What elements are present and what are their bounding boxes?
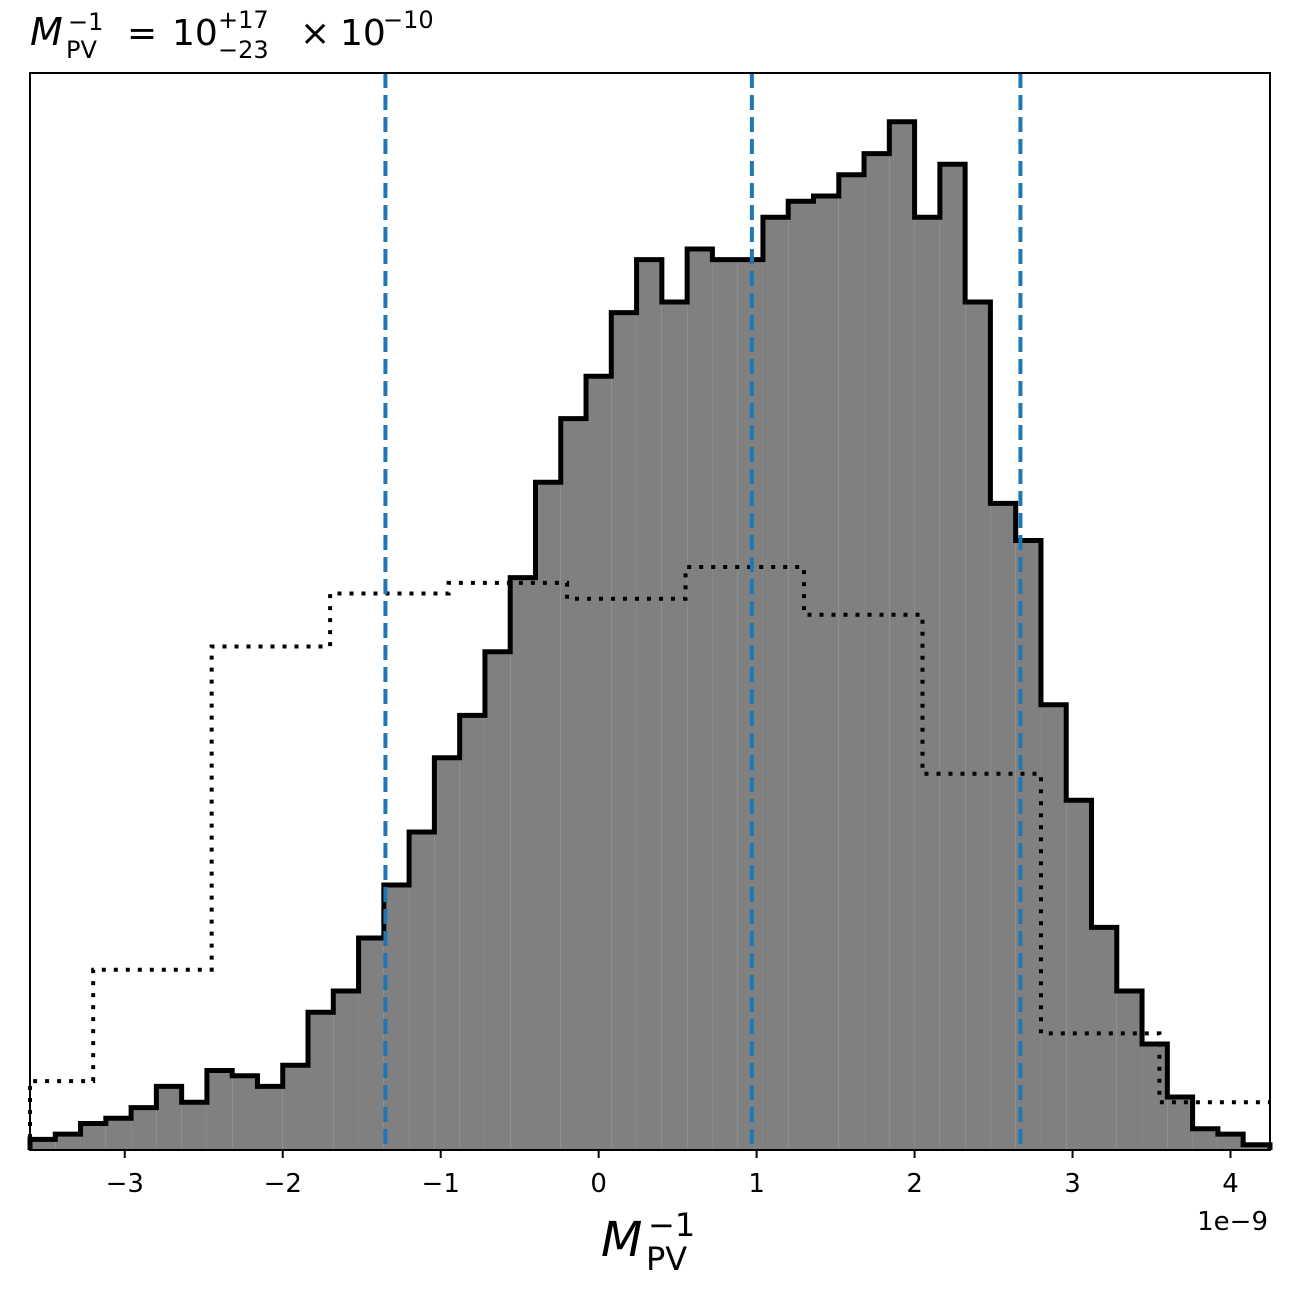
- posterior-bar: [1116, 991, 1143, 1150]
- x-offset-label: 1e−9: [1197, 1207, 1268, 1237]
- posterior-bar: [687, 249, 713, 1150]
- posterior-bar: [131, 1107, 157, 1150]
- posterior-bar: [282, 1065, 309, 1150]
- xlabel-sup: −1: [648, 1206, 695, 1244]
- posterior-bar: [611, 312, 637, 1151]
- title-lhs-base: M: [30, 10, 63, 54]
- title-plus-err: +17: [218, 6, 269, 34]
- posterior-bar: [1167, 1097, 1193, 1150]
- x-tick-label: 1: [748, 1169, 765, 1199]
- posterior-bar: [105, 1118, 132, 1150]
- posterior-bar: [1217, 1134, 1244, 1150]
- posterior-bar: [459, 715, 485, 1150]
- posterior-bar: [560, 418, 587, 1151]
- posterior-bar: [206, 1070, 233, 1150]
- posterior-bar: [30, 1139, 56, 1150]
- posterior-bar: [1066, 800, 1092, 1150]
- x-axis-ticks: −3 −2 −1 0 1 2 3 4: [106, 1150, 1239, 1199]
- posterior-bar: [636, 259, 662, 1151]
- x-tick-label: 3: [1064, 1169, 1081, 1199]
- x-tick-label: −1: [422, 1169, 460, 1199]
- title-lhs-sup: −1: [68, 8, 103, 36]
- title-lhs-sub: PV: [66, 36, 97, 64]
- posterior-bar: [257, 1086, 283, 1150]
- posterior-bar: [1040, 704, 1067, 1150]
- title-scale-exp: −10: [383, 6, 434, 34]
- x-tick-label: −3: [106, 1169, 144, 1199]
- posterior-bar: [55, 1134, 81, 1150]
- plot-area: [27, 73, 1273, 1151]
- title-minus-err: −23: [218, 36, 269, 64]
- posterior-step-line: [27, 119, 1273, 1150]
- posterior-bar: [762, 217, 789, 1150]
- posterior-bar: [383, 885, 410, 1150]
- xlabel-base: M: [601, 1212, 642, 1268]
- posterior-bar: [586, 376, 612, 1150]
- posterior-bar: [156, 1086, 182, 1150]
- posterior-bar: [308, 1012, 334, 1150]
- posterior-bar: [914, 217, 940, 1150]
- posterior-bar: [409, 832, 435, 1150]
- chart-title: M PV −1 = 10 +17 −23 × 10 −10: [30, 6, 434, 64]
- axes-frame: [29, 72, 1271, 1151]
- x-tick-label: 0: [590, 1169, 607, 1199]
- posterior-bar: [838, 174, 865, 1151]
- posterior-bar: [939, 164, 966, 1150]
- posterior-bar: [434, 757, 460, 1150]
- posterior-bar: [813, 196, 839, 1150]
- posterior-bar: [1091, 927, 1117, 1150]
- posterior-bar: [181, 1102, 207, 1150]
- title-equals: =: [127, 13, 157, 54]
- posterior-bar: [788, 201, 814, 1151]
- x-tick-label: −2: [264, 1169, 302, 1199]
- posterior-bar: [889, 121, 915, 1150]
- posterior-bar: [965, 302, 991, 1150]
- title-scale-base: 10: [340, 13, 386, 54]
- xlabel-sub: PV: [646, 1240, 687, 1278]
- posterior-bar: [712, 259, 738, 1151]
- x-tick-label: 4: [1222, 1169, 1239, 1199]
- posterior-bar: [535, 482, 561, 1150]
- posterior-bar: [80, 1123, 106, 1150]
- x-axis-label: M PV −1: [601, 1206, 695, 1278]
- posterior-bar: [1142, 1044, 1168, 1150]
- title-value: 10: [172, 13, 218, 54]
- x-tick-label: 2: [906, 1169, 923, 1199]
- title-times: ×: [300, 13, 330, 54]
- posterior-bar: [1192, 1128, 1218, 1150]
- posterior-bar: [990, 503, 1016, 1150]
- posterior-bar: [358, 938, 384, 1150]
- posterior-bar: [333, 991, 359, 1150]
- posterior-bar: [661, 302, 688, 1150]
- posterior-bar: [484, 651, 511, 1150]
- posterior-bar: [510, 577, 536, 1150]
- posterior-bar: [864, 153, 890, 1151]
- posterior-bar: [1243, 1144, 1270, 1150]
- posterior-bar: [232, 1075, 258, 1150]
